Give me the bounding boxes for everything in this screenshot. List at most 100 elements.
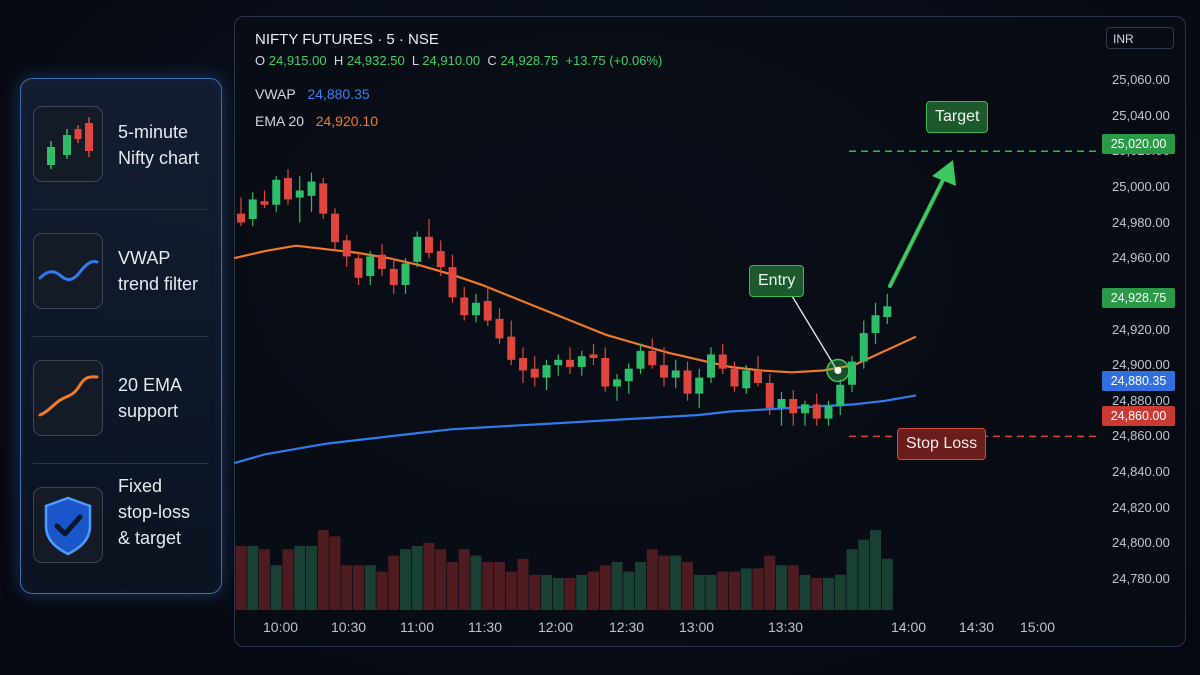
target-price-label: 25,020.00 xyxy=(1102,134,1175,154)
volume-bar xyxy=(693,574,705,610)
candle-body xyxy=(366,256,375,277)
candle-body xyxy=(601,358,610,387)
shield-check-icon xyxy=(33,487,103,563)
candle-body xyxy=(495,318,504,339)
candle-body xyxy=(284,178,292,200)
feature-item-vwap: VWAP trend filter xyxy=(21,207,221,333)
feature-item-risk: Fixed stop-loss & target xyxy=(21,461,221,587)
volume-bar xyxy=(881,558,893,610)
ohlc-readout: O 24,915.00 H 24,932.50 L 24,910.00 C 24… xyxy=(255,53,662,68)
candle xyxy=(295,176,304,223)
y-tick-label: 24,820.00 xyxy=(1112,499,1170,515)
candle xyxy=(554,354,563,376)
ema-curve-icon xyxy=(33,360,103,436)
volume-bar xyxy=(623,571,635,610)
candle-body xyxy=(354,258,363,278)
volume-bar xyxy=(541,574,552,610)
y-tick-label: 24,860.00 xyxy=(1112,428,1170,444)
ema-legend-label: EMA 20 xyxy=(255,113,305,129)
candle xyxy=(542,359,551,391)
y-tick-label: 25,040.00 xyxy=(1112,107,1170,123)
volume-bar xyxy=(353,565,364,610)
candle xyxy=(248,192,257,227)
candle xyxy=(436,240,445,277)
x-tick-label: 10:30 xyxy=(331,619,367,635)
candle-body xyxy=(307,181,316,196)
candle xyxy=(765,374,774,416)
y-tick-label: 25,000.00 xyxy=(1112,178,1170,194)
candle-body xyxy=(707,354,715,378)
volume-bar xyxy=(247,546,259,610)
last-price-label: 24,928.75 xyxy=(1102,288,1175,308)
volume-bar xyxy=(740,568,752,610)
volume-bar xyxy=(646,549,658,610)
volume-bar xyxy=(776,565,787,610)
volume-bar xyxy=(834,574,846,610)
candle-body xyxy=(695,377,704,394)
x-tick-label: 14:30 xyxy=(959,619,995,635)
target-annotation: Target xyxy=(926,101,989,133)
volume-bar xyxy=(752,568,764,610)
vwap-legend[interactable]: VWAP 24,880.35 xyxy=(255,86,370,102)
volume-bar xyxy=(494,562,505,610)
candle xyxy=(648,338,657,369)
candle xyxy=(577,350,586,376)
candle-body xyxy=(248,199,257,220)
candle xyxy=(307,172,316,212)
volume-bar xyxy=(517,558,529,610)
change-value: +13.75 (+0.06%) xyxy=(565,53,663,68)
candle-body xyxy=(754,370,762,383)
volume-bar xyxy=(435,549,447,610)
volume-bar xyxy=(235,546,247,610)
candle xyxy=(378,243,386,277)
volume-bar xyxy=(505,571,517,610)
candle-body xyxy=(389,268,398,285)
candle xyxy=(389,258,398,294)
volume-bar xyxy=(423,542,435,610)
candle-body xyxy=(413,236,422,262)
vwap-legend-value: 24,880.35 xyxy=(307,86,370,102)
candle xyxy=(718,343,727,375)
volume-bar xyxy=(846,549,858,610)
vwap-price-label: 24,880.35 xyxy=(1102,371,1175,391)
x-tick-label: 13:30 xyxy=(768,619,804,635)
currency-selector[interactable]: INR xyxy=(1106,27,1174,49)
candle-body xyxy=(530,368,539,378)
candle xyxy=(883,293,892,325)
volume-bar xyxy=(552,578,564,610)
candle xyxy=(812,393,821,426)
ema-legend-value: 24,920.10 xyxy=(315,113,378,129)
candle xyxy=(507,320,516,366)
volume-bar xyxy=(388,555,400,610)
candle-body xyxy=(660,365,668,378)
volume-bar xyxy=(588,571,599,610)
candle-body xyxy=(331,213,339,243)
ema-legend[interactable]: EMA 20 24,920.10 xyxy=(255,113,378,129)
feature-item-chart: 5-minute Nifty chart xyxy=(21,79,221,205)
volume-bar xyxy=(400,549,411,610)
candle-body xyxy=(613,379,621,387)
volume-bar xyxy=(447,562,458,610)
x-tick-label: 14:00 xyxy=(891,619,927,635)
candle xyxy=(530,356,539,387)
candle xyxy=(624,363,633,394)
chart-title: NIFTY FUTURES · 5 · NSE xyxy=(255,31,439,48)
volume-bar xyxy=(658,555,670,610)
candle xyxy=(425,219,433,259)
volume-bar xyxy=(329,536,341,610)
volume-bar xyxy=(787,565,799,610)
candle xyxy=(671,359,680,389)
volume-bar xyxy=(635,562,646,610)
open-value: 24,915.00 xyxy=(268,53,327,68)
y-tick-label: 25,060.00 xyxy=(1112,72,1170,87)
volume-bar xyxy=(670,555,682,610)
volume-bar xyxy=(529,574,541,610)
open-label: O xyxy=(255,53,266,68)
candle xyxy=(366,251,375,285)
y-tick-label: 24,980.00 xyxy=(1112,214,1170,230)
candle xyxy=(260,190,269,209)
candle xyxy=(319,178,328,220)
candle xyxy=(789,390,798,426)
volume-bar xyxy=(341,565,353,610)
projection-arrow-shaft xyxy=(888,176,946,288)
